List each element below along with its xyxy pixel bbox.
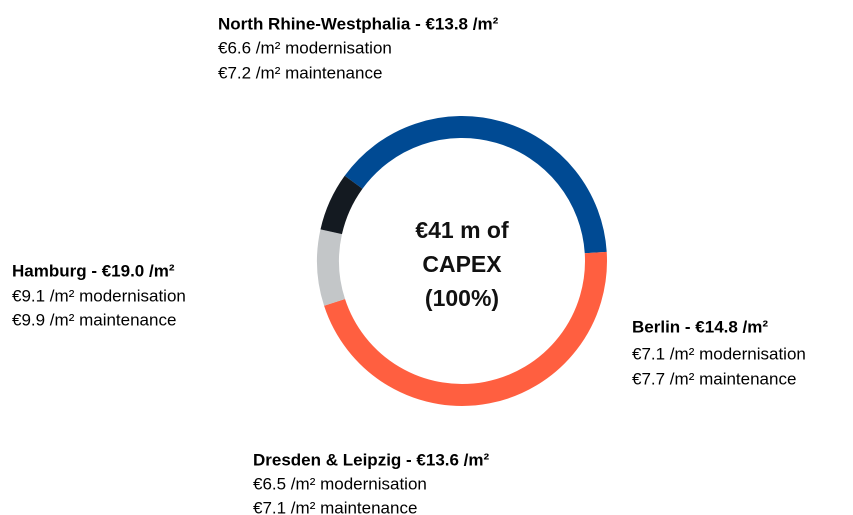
- annotation-line: €6.6 /m² modernisation: [218, 38, 392, 57]
- annotation-line: €6.5 /m² modernisation: [253, 474, 427, 493]
- annotation-line: €9.9 /m² maintenance: [12, 310, 176, 329]
- annotation-title: Berlin - €14.8 /m²: [632, 317, 768, 336]
- donut-segment: [320, 175, 363, 235]
- annotation-line: €9.1 /m² modernisation: [12, 286, 186, 305]
- center-label: (100%): [425, 285, 499, 311]
- annotation-title: North Rhine-Westphalia - €13.8 /m²: [218, 14, 499, 33]
- annotation-title: Dresden & Leipzig - €13.6 /m²: [253, 450, 490, 469]
- annotation-title: Hamburg - €19.0 /m²: [12, 261, 175, 280]
- annotation-line: €7.7 /m² maintenance: [632, 369, 796, 388]
- center-label: €41 m of: [415, 217, 509, 243]
- center-label: CAPEX: [422, 251, 502, 277]
- donut-segment: [344, 116, 607, 254]
- annotation-line: €7.2 /m² maintenance: [218, 63, 382, 82]
- annotation-line: €7.1 /m² maintenance: [253, 498, 417, 515]
- donut-segment: [317, 229, 346, 306]
- annotation-line: €7.1 /m² modernisation: [632, 344, 806, 363]
- donut-segment: [324, 251, 607, 406]
